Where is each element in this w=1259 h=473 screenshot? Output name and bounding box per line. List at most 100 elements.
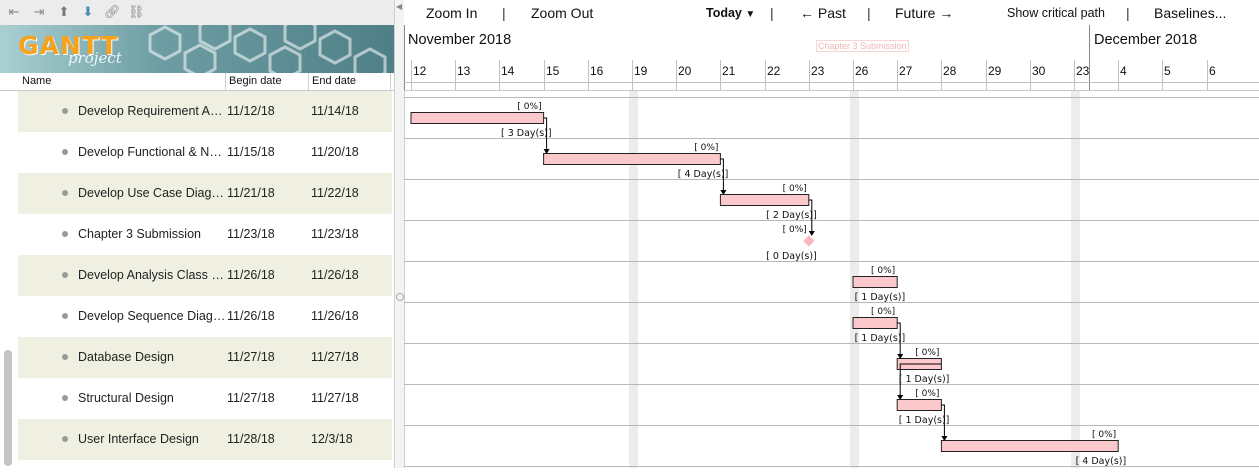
collapse-arrow-icon[interactable]: ◀ <box>396 2 403 11</box>
timeline-bottom-rule <box>404 82 1259 83</box>
baselines-button[interactable]: Baselines... <box>1154 5 1227 21</box>
task-end-date[interactable]: 11/26/18 <box>311 309 359 323</box>
table-row[interactable]: Develop Analysis Class Diagram 11/26/18 … <box>18 255 392 296</box>
toolbar-separator: | <box>1126 5 1130 21</box>
column-header-name[interactable]: Name <box>22 75 52 87</box>
toolbar-separator: | <box>502 5 506 21</box>
task-bar[interactable] <box>410 112 545 124</box>
task-begin-date[interactable]: 11/26/18 <box>227 268 275 282</box>
task-name[interactable]: Chapter 3 Submission <box>78 227 201 241</box>
splitter-handle[interactable] <box>396 293 404 301</box>
milestone-marker-label: Chapter 3 Submission <box>816 40 909 52</box>
task-name[interactable]: Structural Design <box>78 391 174 405</box>
task-begin-date[interactable]: 11/27/18 <box>227 391 275 405</box>
table-row[interactable]: Develop Use Case Diagram 11/21/18 11/22/… <box>18 173 392 214</box>
table-row[interactable]: User Interface Design 11/28/18 12/3/18 <box>18 419 392 460</box>
task-name[interactable]: Database Design <box>78 350 174 364</box>
table-row[interactable]: Develop Requirement Analysis 11/12/18 11… <box>18 91 392 132</box>
task-begin-date[interactable]: 11/23/18 <box>227 227 275 241</box>
zoom-in-button[interactable]: Zoom In <box>426 5 478 21</box>
logo-subtitle: project <box>68 49 122 67</box>
task-bullet-icon <box>62 395 68 401</box>
task-name[interactable]: Develop Analysis Class Diagram <box>78 268 226 282</box>
unlink-icon[interactable]: ⛓︎ <box>128 4 145 19</box>
month-label: November 2018 <box>408 32 512 48</box>
move-down-icon[interactable]: ⬇ <box>82 4 94 19</box>
unindent-icon[interactable]: ⇤ <box>8 4 20 19</box>
table-scrollbar[interactable] <box>4 350 12 466</box>
task-name[interactable]: Develop Requirement Analysis <box>78 104 226 118</box>
zoom-out-button[interactable]: Zoom Out <box>531 5 594 21</box>
task-bar[interactable] <box>719 194 810 206</box>
dependency-line <box>543 117 548 151</box>
task-bar[interactable] <box>852 276 898 288</box>
indent-icon[interactable]: ⇥ <box>33 4 45 19</box>
day-label: 15 <box>546 64 560 78</box>
day-label: 27 <box>899 64 913 78</box>
weekend-band <box>629 91 638 468</box>
duration-label: [ 4 Day(s)] <box>1076 456 1127 467</box>
link-icon[interactable]: 🔗︎ <box>104 4 121 19</box>
duration-label: [ 0 Day(s)] <box>766 251 817 262</box>
task-name[interactable]: Develop Sequence Diagram <box>78 309 226 323</box>
task-end-date[interactable]: 11/27/18 <box>311 350 359 364</box>
table-row[interactable]: Develop Sequence Diagram 11/26/18 11/26/… <box>18 296 392 337</box>
task-begin-date[interactable]: 11/28/18 <box>227 432 275 446</box>
task-bullet-icon <box>62 272 68 278</box>
day-divider <box>941 60 942 90</box>
task-begin-date[interactable]: 11/21/18 <box>227 186 275 200</box>
task-end-date[interactable]: 11/22/18 <box>311 186 359 200</box>
task-name[interactable]: Develop Functional & Non-functional <box>78 145 226 159</box>
task-end-date[interactable]: 11/14/18 <box>311 104 359 118</box>
today-button[interactable]: Today ▼ <box>706 6 755 20</box>
gantt-chart-area[interactable]: [ 0%] [ 3 Day(s)] [ 0%] [ 4 Day(s)] [ 0%] [ 2… <box>404 91 1259 468</box>
dependency-arrow-icon <box>941 436 948 441</box>
task-begin-date[interactable]: 11/26/18 <box>227 309 275 323</box>
task-bar[interactable] <box>852 317 898 329</box>
show-critical-path-button[interactable]: Show critical path <box>1007 6 1105 20</box>
column-separator[interactable] <box>390 73 391 90</box>
task-name[interactable]: Develop Use Case Diagram <box>78 186 226 200</box>
table-row[interactable]: Database Design 11/27/18 11/27/18 <box>18 337 392 378</box>
task-bullet-icon <box>62 354 68 360</box>
task-end-date[interactable]: 11/23/18 <box>311 227 359 241</box>
task-bar[interactable] <box>543 153 721 165</box>
column-header-begin-date[interactable]: Begin date <box>229 75 282 87</box>
gantt-chart-svg[interactable]: [ 0%] [ 3 Day(s)] [ 0%] [ 4 Day(s)] [ 0%] [ 2… <box>404 91 1259 468</box>
table-row[interactable]: Develop Functional & Non-functional 11/1… <box>18 132 392 173</box>
task-bullet-icon <box>62 313 68 319</box>
column-separator[interactable] <box>225 73 226 90</box>
day-divider <box>765 60 766 90</box>
task-end-date[interactable]: 11/27/18 <box>311 391 359 405</box>
task-bullet-icon <box>62 108 68 114</box>
month-divider <box>404 25 405 90</box>
past-button[interactable]: ← Past <box>800 5 846 21</box>
task-begin-date[interactable]: 11/27/18 <box>227 350 275 364</box>
today-label: Today <box>706 6 742 20</box>
table-row[interactable]: Structural Design 11/27/18 11/27/18 <box>18 378 392 419</box>
progress-label: [ 0%] <box>915 389 939 399</box>
column-header-end-date[interactable]: End date <box>312 75 357 87</box>
table-row[interactable]: Chapter 3 Submission 11/23/18 11/23/18 <box>18 214 392 255</box>
task-bar[interactable] <box>940 440 1119 452</box>
task-end-date[interactable]: 11/26/18 <box>311 268 359 282</box>
dependency-line <box>899 363 942 397</box>
task-bar[interactable] <box>896 399 942 411</box>
task-name[interactable]: User Interface Design <box>78 432 199 446</box>
day-label: 28 <box>943 64 957 78</box>
task-end-date[interactable]: 11/20/18 <box>311 145 359 159</box>
task-begin-date[interactable]: 11/15/18 <box>227 145 275 159</box>
toolbar-separator: | <box>867 5 871 21</box>
task-begin-date[interactable]: 11/12/18 <box>227 104 275 118</box>
dropdown-arrow-icon[interactable]: ▼ <box>745 9 756 20</box>
milestone-diamond[interactable] <box>803 235 815 247</box>
dependency-line <box>720 158 724 192</box>
dependency-line <box>897 322 901 356</box>
move-up-icon[interactable]: ⬆ <box>58 4 70 19</box>
day-divider <box>1074 60 1075 90</box>
task-end-date[interactable]: 12/3/18 <box>311 432 353 446</box>
column-separator[interactable] <box>308 73 309 90</box>
future-button[interactable]: Future → <box>895 5 954 21</box>
day-label: 13 <box>457 64 471 78</box>
panel-splitter[interactable]: ◀ <box>394 0 405 468</box>
